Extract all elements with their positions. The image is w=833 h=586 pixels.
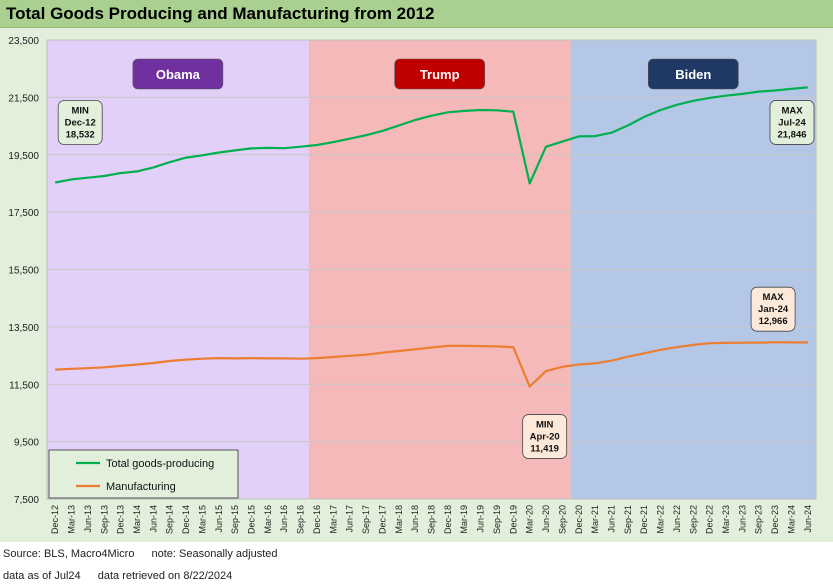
x-tick-label: Dec-12	[50, 505, 60, 534]
annotation-box	[769, 100, 815, 145]
annotation-text: MAX	[763, 292, 785, 303]
x-tick-label: Sep-21	[623, 505, 633, 534]
annotation-text: MIN	[71, 106, 89, 117]
x-tick-label: Dec-16	[312, 505, 322, 534]
x-tick-label: Dec-17	[377, 505, 387, 534]
x-tick-label: Dec-22	[705, 505, 715, 534]
chart-svg: 7,500 9,500 11,500 13,500 15,500 17,500 19,500…	[8, 36, 817, 534]
x-tick-label: Dec-23	[770, 505, 780, 534]
x-tick-label: Dec-14	[181, 505, 191, 534]
footer-line-1: Source: BLS, Macro4Micro note: Seasonall…	[3, 548, 291, 560]
x-tick-label: Sep-14	[165, 505, 175, 534]
series-line-manufacturing	[55, 341, 808, 388]
x-tick-label: Jun-24	[803, 505, 813, 533]
source-text: Source: BLS, Macro4Micro	[3, 548, 135, 560]
x-tick-label: Jun-19	[476, 505, 486, 533]
x-tick-label: Dec-19	[508, 505, 518, 534]
x-tick-label: Jun-14	[148, 505, 158, 533]
y-tick-label: 11,500	[9, 380, 39, 391]
x-tick-label: Dec-13	[116, 505, 126, 534]
x-tick-label: Mar-21	[590, 505, 600, 534]
x-tick-label: Jun-17	[345, 505, 355, 533]
x-tick-label: Sep-19	[492, 505, 502, 534]
y-tick-label: 15,500	[8, 266, 39, 277]
plot-border	[46, 39, 817, 500]
x-tick-label: Dec-18	[443, 505, 453, 534]
title-bar: Total Goods Producing and Manufacturing …	[0, 0, 833, 28]
x-tick-label: Mar-14	[132, 505, 142, 534]
x-tick-label: Dec-21	[639, 505, 649, 534]
x-tick-label: Jun-23	[737, 505, 747, 533]
period-label-obama: Obama	[156, 67, 201, 82]
x-tick-label: Mar-17	[328, 505, 338, 534]
x-tick-label: Sep-22	[688, 505, 698, 534]
y-tick-label: 17,500	[8, 208, 39, 219]
y-tick-label: 21,500	[8, 93, 39, 104]
retrieved-text: data retrieved on 8/22/2024	[97, 570, 233, 582]
asof-text: data as of Jul24	[3, 570, 81, 582]
legend-label: Total goods-producing	[106, 458, 214, 470]
x-tick-label: Jun-15	[214, 505, 224, 533]
x-tick-label: Mar-20	[525, 505, 535, 534]
period-label-biden: Biden	[675, 67, 711, 82]
period-label-box	[647, 58, 739, 90]
y-tick-label: 19,500	[8, 151, 39, 162]
x-tick-label: Sep-23	[754, 505, 764, 534]
x-tick-label: Mar-18	[394, 505, 404, 534]
chart-title: Total Goods Producing and Manufacturing …	[6, 4, 435, 23]
x-tick-label: Mar-16	[263, 505, 273, 534]
x-tick-label: Sep-15	[230, 505, 240, 534]
period-label-box	[132, 58, 224, 90]
x-tick-label: Dec-20	[574, 505, 584, 534]
annotation-box	[750, 286, 796, 332]
y-tick-label: 9,500	[14, 438, 39, 449]
x-tick-label: Sep-18	[427, 505, 437, 534]
annotation-text: Apr-20	[530, 432, 560, 443]
x-tick-label: Mar-13	[67, 505, 77, 534]
x-tick-label: Mar-15	[197, 505, 207, 534]
period-label-box	[394, 58, 485, 90]
x-tick-label: Jun-22	[672, 505, 682, 533]
x-tick-label: Sep-16	[296, 505, 306, 534]
note-text: note: Seasonally adjusted	[151, 548, 278, 560]
annotation-box	[522, 414, 568, 459]
legend-box	[48, 449, 239, 499]
y-tick-label: 23,500	[8, 36, 39, 47]
x-tick-label: Jun-18	[410, 505, 420, 533]
footer-line-2: data as of Jul24 data retrieved on 8/22/…	[3, 570, 246, 582]
x-tick-label: Mar-23	[721, 505, 731, 534]
annotation-text: 21,846	[777, 129, 806, 140]
x-tick-label: Jun-13	[83, 505, 93, 533]
annotation-text: Dec-12	[65, 118, 96, 129]
annotation-box	[57, 100, 103, 145]
x-tick-label: Sep-17	[361, 505, 371, 534]
x-tick-label: Jun-20	[541, 505, 551, 533]
y-tick-label: 13,500	[8, 323, 39, 334]
period-label-trump: Trump	[420, 67, 460, 82]
x-tick-label: Jun-21	[606, 505, 616, 533]
annotation-text: Jan-24	[758, 304, 789, 315]
legend-label: Manufacturing	[106, 481, 176, 493]
annotation-text: MIN	[536, 420, 554, 431]
x-tick-label: Mar-24	[786, 505, 796, 534]
x-tick-label: Sep-20	[557, 505, 567, 534]
x-tick-label: Jun-16	[279, 505, 289, 533]
x-tick-label: Mar-19	[459, 505, 469, 534]
annotation-text: 12,966	[759, 316, 788, 327]
x-tick-label: Mar-22	[656, 505, 666, 534]
annotation-text: 18,532	[66, 130, 95, 141]
x-tick-label: Sep-13	[99, 505, 109, 534]
series-line-total-goods-producing	[54, 86, 808, 185]
annotation-text: Jul-24	[778, 117, 806, 128]
x-tick-label: Dec-15	[247, 505, 257, 534]
y-tick-label: 7,500	[14, 495, 39, 506]
annotation-text: 11,419	[530, 444, 559, 455]
annotation-text: MAX	[781, 105, 803, 116]
